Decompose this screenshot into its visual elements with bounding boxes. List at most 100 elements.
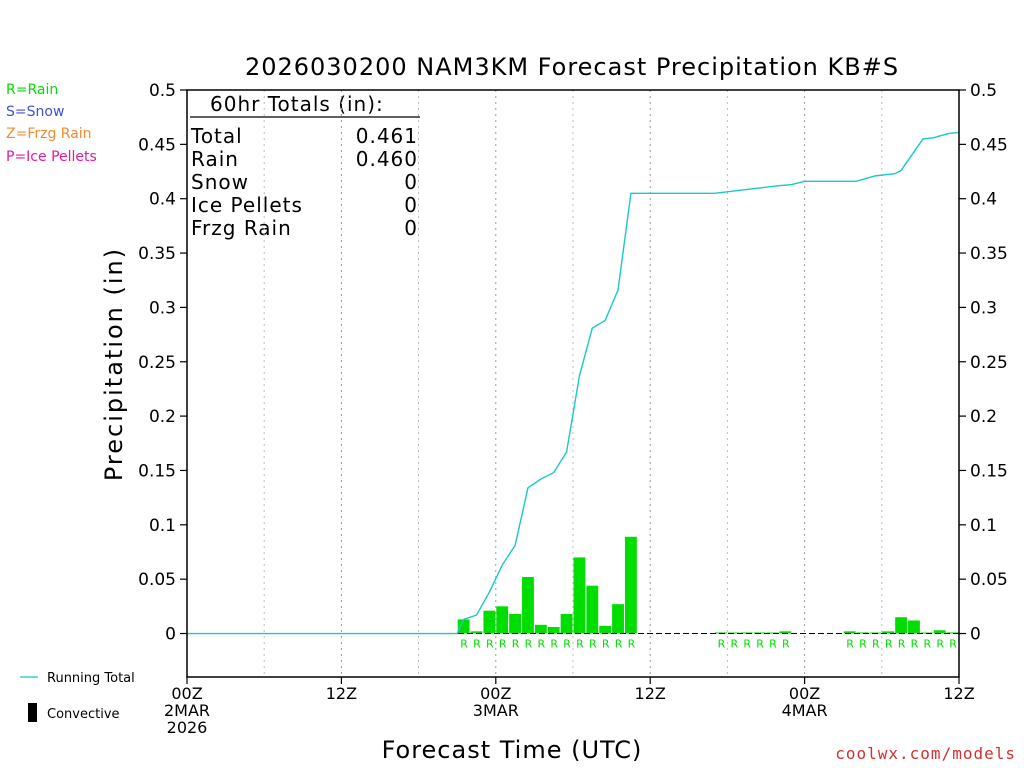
rain-bar xyxy=(547,626,560,634)
y-tick-label-right: 0.25 xyxy=(970,353,1008,373)
x-tick-label: 00Z xyxy=(480,684,511,703)
precip-type-marker: R xyxy=(782,638,790,651)
rain-bar xyxy=(457,619,470,634)
precip-type-marker: R xyxy=(885,638,893,651)
totals-row-value: 0 xyxy=(404,193,418,217)
legend-frzg-rain: Z=Frzg Rain xyxy=(6,126,92,142)
precip-type-marker: R xyxy=(911,638,919,651)
y-tick-label-right: 0.05 xyxy=(970,570,1008,590)
totals-title: 60hr Totals (in): xyxy=(210,92,384,116)
y-tick-label-left: 0 xyxy=(165,625,176,645)
legend-ice-pellets: P=Ice Pellets xyxy=(6,149,97,165)
watermark: coolwx.com/models xyxy=(835,744,1016,763)
y-tick-label-left: 0.15 xyxy=(138,461,176,481)
rain-bar xyxy=(599,625,612,634)
y-tick-label-left: 0.3 xyxy=(149,298,176,318)
totals-row-label: Frzg Rain xyxy=(191,216,292,240)
totals-row-label: Ice Pellets xyxy=(191,193,303,217)
plot-frame xyxy=(186,89,960,678)
rain-bar xyxy=(856,632,869,634)
x-tick-label: 00Z xyxy=(789,684,820,703)
running-total-legend-label: Running Total xyxy=(47,671,135,686)
y-tick-label-right: 0.35 xyxy=(970,244,1008,264)
precip-type-marker: R xyxy=(872,638,880,651)
y-tick-label-left: 0.5 xyxy=(149,81,176,101)
x-tick-label: 12Z xyxy=(635,684,666,703)
rain-bar xyxy=(946,632,959,634)
totals-row-label: Total xyxy=(190,124,243,148)
totals-row-label: Snow xyxy=(191,170,249,194)
precip-type-marker: R xyxy=(756,638,764,651)
precip-type-marker: R xyxy=(550,638,558,651)
precip-type-marker: R xyxy=(473,638,481,651)
precip-type-marker: R xyxy=(859,638,867,651)
precip-type-marker: R xyxy=(460,638,468,651)
totals-box: 60hr Totals (in): Total 0.461 Rain 0.460 Sno… xyxy=(190,92,420,240)
rain-bar xyxy=(895,617,908,634)
rain-bar xyxy=(509,613,522,634)
precip-type-marker: R xyxy=(936,638,944,651)
rain-bar xyxy=(753,632,766,634)
precip-type-marker: R xyxy=(898,638,906,651)
totals-row-value: 0.460 xyxy=(356,147,418,171)
chart-title: 2026030200 NAM3KM Forecast Precipitation… xyxy=(245,53,899,81)
x-axis-label: Forecast Time (UTC) xyxy=(382,736,643,764)
running-total-line xyxy=(187,131,960,635)
legend-snow: S=Snow xyxy=(6,104,65,120)
x-tick-label: 12Z xyxy=(943,684,974,703)
rain-bar xyxy=(534,624,547,634)
precip-type-marker: R xyxy=(949,638,957,651)
rain-bar xyxy=(933,630,946,634)
precip-type-marker: R xyxy=(615,638,623,651)
y-tick-label-left: 0.45 xyxy=(138,135,176,155)
rain-bar xyxy=(573,557,586,634)
y-tick-label-right: 0.4 xyxy=(970,190,997,210)
precip-type-marker: R xyxy=(589,638,597,651)
y-tick-label-right: 0.15 xyxy=(970,461,1008,481)
precip-type-marker: R xyxy=(486,638,494,651)
bottom-legend: Running Total Convective xyxy=(20,671,135,722)
convective-legend-label: Convective xyxy=(47,707,120,722)
rain-bar xyxy=(843,631,856,634)
y-tick-label-left: 0.35 xyxy=(138,244,176,264)
precip-type-marker: R xyxy=(499,638,507,651)
precip-type-marker: R xyxy=(718,638,726,651)
x-tick-label: 4MAR xyxy=(782,701,828,720)
y-tick-label-left: 0.4 xyxy=(149,190,176,210)
rain-bar xyxy=(766,632,779,634)
x-tick-label: 2MAR xyxy=(164,701,210,720)
precip-type-marker: R xyxy=(924,638,932,651)
precip-type-marker: R xyxy=(576,638,584,651)
totals-row-value: 0 xyxy=(404,216,418,240)
y-tick-label-left: 0.05 xyxy=(138,570,176,590)
convective-legend-swatch xyxy=(28,703,37,722)
rain-bar xyxy=(740,632,753,634)
rain-bar xyxy=(522,576,534,634)
rain-bar xyxy=(470,631,483,634)
rain-bar xyxy=(612,604,624,634)
y-tick-label-right: 0.3 xyxy=(970,298,997,318)
precip-type-marker: R xyxy=(602,638,610,651)
precip-type-marker: R xyxy=(743,638,751,651)
rain-bar xyxy=(779,631,792,634)
y-tick-label-right: 0.5 xyxy=(970,81,997,101)
rain-bar xyxy=(882,631,895,634)
totals-row-label: Rain xyxy=(191,147,239,171)
y-tick-label-right: 0.2 xyxy=(970,407,997,427)
precip-type-marker: R xyxy=(769,638,777,651)
totals-row-value: 0.461 xyxy=(356,124,418,148)
y-axis-label: Precipitation (in) xyxy=(100,247,128,481)
y-tick-label-left: 0.2 xyxy=(149,407,176,427)
x-tick-label: 2026 xyxy=(167,718,208,737)
y-tick-label-right: 0.1 xyxy=(970,516,997,536)
rain-bar xyxy=(483,610,496,634)
rain-bar xyxy=(586,585,599,634)
precip-type-marker: R xyxy=(731,638,739,651)
precip-type-marker: R xyxy=(512,638,520,651)
legend-rain: R=Rain xyxy=(6,82,59,98)
precip-type-marker: R xyxy=(525,638,533,651)
rain-bar xyxy=(715,632,727,634)
rain-bar xyxy=(624,536,637,634)
rain-bar xyxy=(496,606,509,634)
